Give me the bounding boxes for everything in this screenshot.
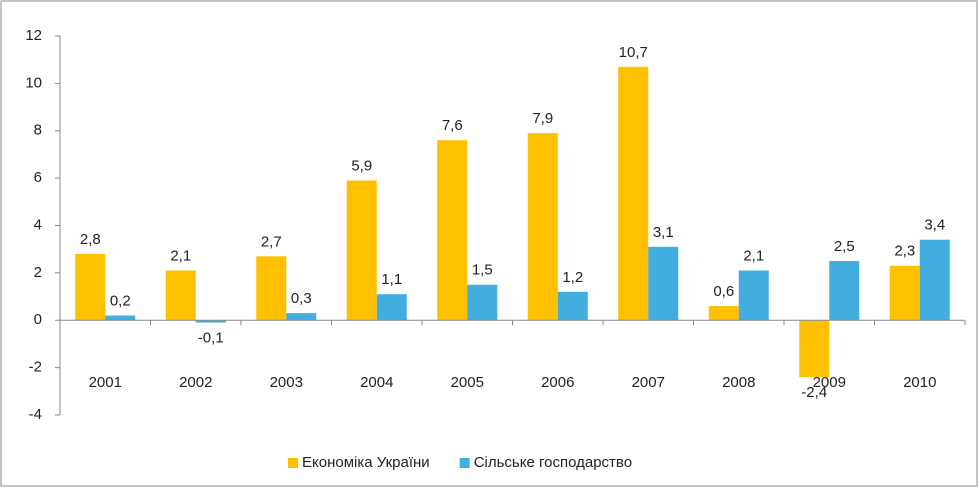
value-label: -0,1 [198,330,224,347]
x-tick-label: 2005 [451,374,484,391]
bar [467,284,498,321]
bar [105,315,136,321]
x-tick-label: 2007 [632,374,665,391]
x-tick-label: 2006 [541,374,574,391]
bar [799,320,830,378]
bar [557,291,588,321]
x-tick-label: 2008 [722,374,755,391]
value-label: 2,1 [170,247,191,264]
legend-swatch [459,458,470,468]
value-label: -2,4 [801,384,827,401]
y-tick-label: 8 [34,122,42,139]
value-label: 1,2 [562,269,583,286]
x-tick-label: 2010 [903,374,936,391]
value-label: 2,3 [894,243,915,260]
value-label: 3,4 [924,217,945,234]
bar [195,320,226,323]
bar [829,261,860,321]
bar [618,66,649,321]
value-label: 1,1 [381,271,402,288]
value-label: 2,7 [261,233,282,250]
bar [889,265,920,321]
x-tick-label: 2004 [360,374,393,391]
x-tick-label: 2003 [270,374,303,391]
bar [256,256,287,321]
bar [376,294,407,321]
value-label: 2,1 [743,247,764,264]
legend-swatch [288,458,298,468]
value-label: 1,5 [472,262,493,279]
y-tick-label: 12 [25,27,42,44]
bar [708,306,739,321]
value-label: 0,2 [110,292,131,309]
bar [75,253,106,321]
y-tick-label: 10 [25,74,42,91]
value-label: 3,1 [653,224,674,241]
bar [286,313,317,321]
y-tick-label: 2 [34,264,42,281]
bar [919,239,950,321]
y-tick-label: 0 [34,311,42,328]
legend-label: Економіка України [302,454,430,471]
value-label: 10,7 [619,44,648,61]
value-label: 7,9 [532,110,553,127]
y-tick-label: 6 [34,169,42,186]
x-tick-label: 2001 [89,374,122,391]
bar [165,270,196,321]
bar [437,140,468,321]
bar [648,246,679,321]
value-label: 7,6 [442,117,463,134]
value-label: 2,5 [834,238,855,255]
bar [527,133,558,321]
value-label: 0,3 [291,290,312,307]
y-tick-label: -2 [29,359,42,376]
bar [738,270,769,321]
y-tick-label: 4 [34,216,42,233]
value-label: 2,8 [80,231,101,248]
y-tick-label: -4 [29,406,42,423]
x-tick-label: 2009 [813,374,846,391]
bar [346,180,377,321]
legend-label: Сільське господарство [474,454,632,471]
x-tick-label: 2002 [179,374,212,391]
value-label: 5,9 [351,157,372,174]
value-label: 0,6 [713,283,734,300]
